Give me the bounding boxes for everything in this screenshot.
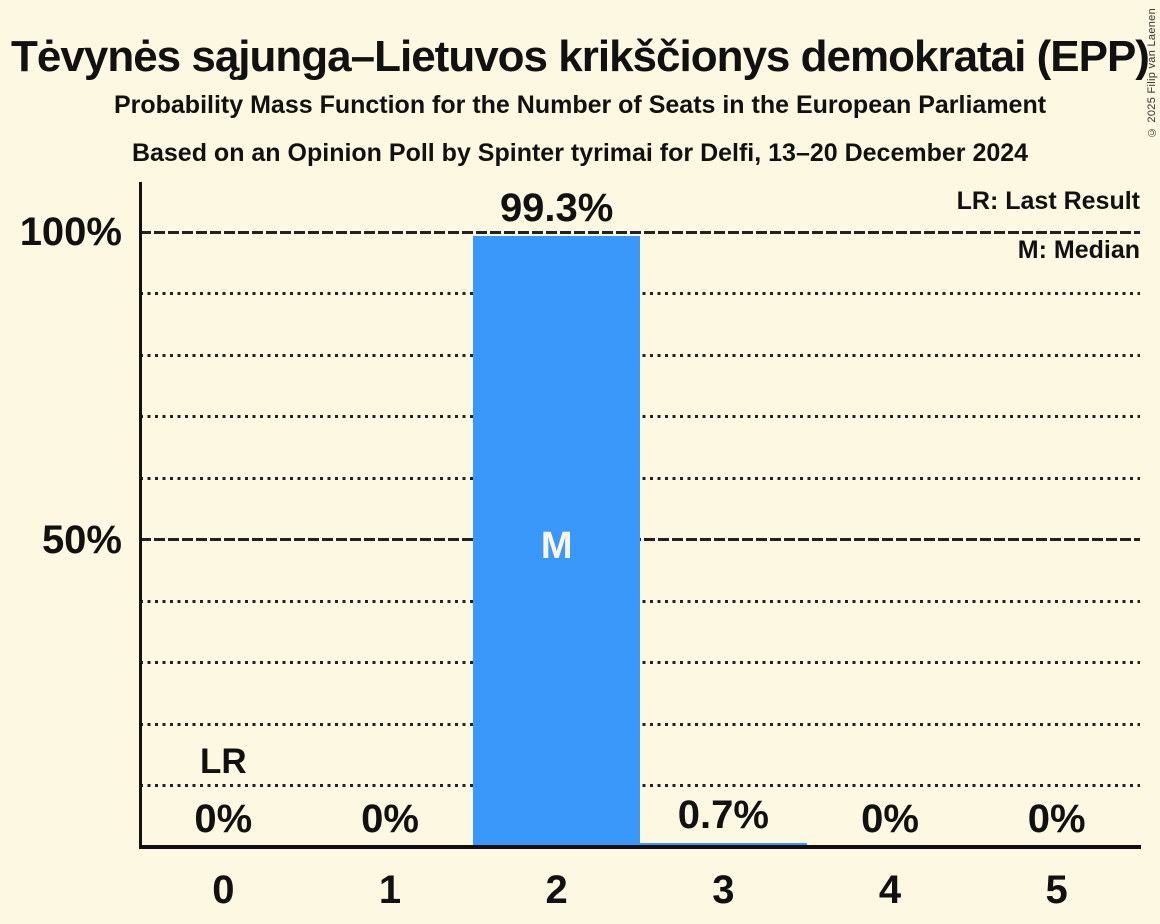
chart-subtitle-poll: Based on an Opinion Poll by Spinter tyri…	[131, 139, 1029, 167]
gridline-dotted-70pct	[140, 415, 1140, 418]
value-label-2-seats: 99.3%	[499, 186, 614, 231]
value-label-5-seats: 0%	[1027, 797, 1086, 841]
x-axis-label-4: 4	[878, 868, 902, 912]
x-axis-label-2: 2	[545, 868, 568, 912]
plot-area: 100% 50% 0% 0% 99.3% 0.7% 0% 0% LR 0 1 2 3 4 5 M	[20, 182, 1141, 912]
gridline-dotted-90pct	[140, 292, 1140, 295]
value-label-3-seats: 0.7%	[677, 792, 769, 837]
value-label-1-seats: 0%	[361, 797, 419, 841]
legend-last-result: LR: Last Result	[956, 187, 1140, 215]
x-axis-label-1: 1	[378, 868, 402, 912]
gridline-dotted-30pct	[140, 661, 1140, 664]
gridline-dotted-60pct	[140, 476, 1140, 480]
bar-3-seats	[640, 842, 807, 847]
y-axis-tick-label: 50%	[41, 517, 122, 562]
legend-median: M: Median	[1017, 236, 1140, 264]
gridline-dashed-100pct	[140, 230, 1140, 234]
chart-subtitle-pmf: Probability Mass Function for the Number…	[113, 91, 1047, 119]
x-axis-line	[139, 845, 1141, 849]
gridline-dotted-20pct	[140, 722, 1140, 726]
x-axis-label-3: 3	[712, 868, 735, 912]
value-label-4-seats: 0%	[861, 797, 919, 841]
x-axis-label-5: 5	[1045, 868, 1068, 912]
bar-2-seats	[473, 236, 640, 847]
chart-title: Tėvynės sąjunga–Lietuvos krikščionys dem…	[11, 32, 1150, 81]
y-axis-tick-label: 100%	[19, 210, 122, 254]
copyright-notice: © 2025 Filip van Laenen	[1146, 8, 1158, 139]
gridline-dotted-40pct	[140, 599, 1140, 603]
last-result-label: LR	[200, 742, 247, 781]
gridline-dotted-10pct	[140, 784, 1140, 787]
y-axis-line	[139, 182, 142, 847]
x-axis-label-0: 0	[212, 868, 235, 912]
value-label-0-seats: 0%	[194, 797, 253, 841]
median-label: M	[540, 525, 573, 567]
gridline-dashed-50pct	[140, 538, 1140, 541]
gridline-dotted-80pct	[140, 353, 1140, 357]
